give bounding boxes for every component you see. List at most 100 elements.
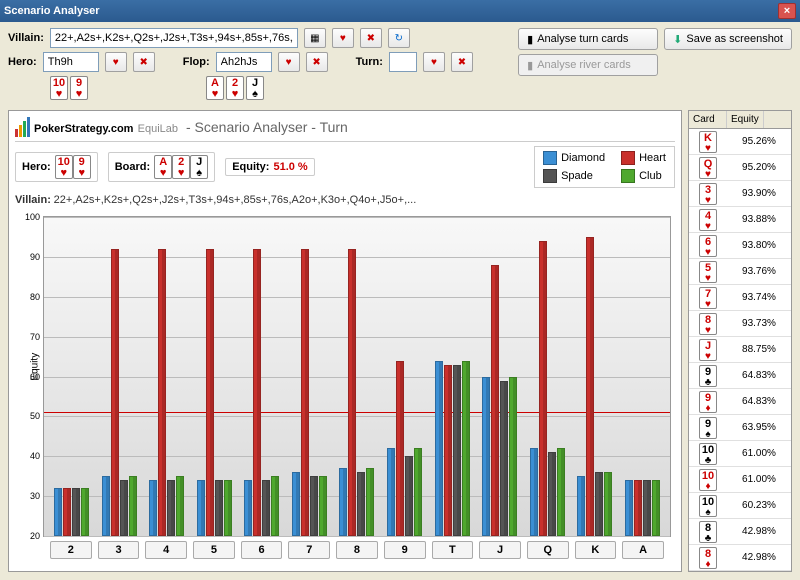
- range-clear-icon[interactable]: ✖: [360, 28, 382, 48]
- table-row[interactable]: 4♥93.88%: [689, 207, 791, 233]
- chart-icon: ▮: [527, 59, 533, 72]
- bar-heart: [396, 361, 404, 536]
- turn-label: Turn:: [356, 56, 383, 68]
- bar-group: [191, 217, 239, 536]
- chart-header: PokerStrategy.com EquiLab - Scenario Ana…: [15, 117, 675, 142]
- bar-spade: [405, 456, 413, 536]
- bar-diamond: [339, 468, 347, 536]
- table-row[interactable]: K♥95.26%: [689, 129, 791, 155]
- equity-value: 93.73%: [727, 318, 791, 329]
- analyse-river-button: ▮Analyse river cards: [518, 54, 658, 76]
- bar-spade: [72, 488, 80, 536]
- table-row[interactable]: 9♣64.83%: [689, 363, 791, 389]
- equity-value: 93.80%: [727, 240, 791, 251]
- flop-input[interactable]: [216, 52, 272, 72]
- hero-clear-icon[interactable]: ✖: [133, 52, 155, 72]
- equity-value: 93.90%: [727, 188, 791, 199]
- col-equity[interactable]: Equity: [727, 111, 764, 128]
- bar-spade: [215, 480, 223, 536]
- card: A♥: [206, 76, 224, 100]
- hero-pick-icon[interactable]: ♥: [105, 52, 127, 72]
- table-row[interactable]: Q♥95.20%: [689, 155, 791, 181]
- table-row[interactable]: 7♥93.74%: [689, 285, 791, 311]
- col-card[interactable]: Card: [689, 111, 727, 128]
- save-screenshot-button[interactable]: ⬇Save as screenshot: [664, 28, 792, 50]
- flop-label: Flop:: [183, 56, 210, 68]
- table-row[interactable]: 10♦61.00%: [689, 467, 791, 493]
- table-row[interactable]: 5♥93.76%: [689, 259, 791, 285]
- info-board-label: Board:: [115, 161, 150, 173]
- turn-clear-icon[interactable]: ✖: [451, 52, 473, 72]
- info-equity-label: Equity:: [232, 161, 269, 173]
- hero-input[interactable]: [43, 52, 99, 72]
- save-icon: ⬇: [673, 33, 682, 46]
- info-bar: Hero:10♥9♥ Board:A♥2♥J♠ Equity: 51.0 % D…: [15, 142, 675, 192]
- equity-value: 60.23%: [727, 500, 791, 511]
- x-label: 3: [98, 541, 140, 559]
- card: J♠: [190, 155, 208, 179]
- bar-spade: [167, 480, 175, 536]
- flop-pick-icon[interactable]: ♥: [278, 52, 300, 72]
- bar-diamond: [244, 480, 252, 536]
- legend-item: Spade: [543, 169, 605, 183]
- bar-heart: [539, 241, 547, 536]
- bar-heart: [586, 237, 594, 536]
- bar-spade: [643, 480, 651, 536]
- turn-input[interactable]: [389, 52, 417, 72]
- equity-value: 63.95%: [727, 422, 791, 433]
- equity-value: 61.00%: [727, 474, 791, 485]
- villain-input[interactable]: [50, 28, 298, 48]
- equity-value: 93.76%: [727, 266, 791, 277]
- x-label: 9: [384, 541, 426, 559]
- equity-value: 64.83%: [727, 370, 791, 381]
- bar-group: [96, 217, 144, 536]
- table-row[interactable]: 10♣61.00%: [689, 441, 791, 467]
- table-row[interactable]: 10♠60.23%: [689, 493, 791, 519]
- bar-heart: [158, 249, 166, 536]
- close-button[interactable]: ×: [778, 3, 796, 19]
- bar-club: [176, 476, 184, 536]
- equity-value: 88.75%: [727, 344, 791, 355]
- table-row[interactable]: 6♥93.80%: [689, 233, 791, 259]
- table-row[interactable]: 8♣42.98%: [689, 519, 791, 545]
- villain-label: Villain:: [8, 32, 44, 44]
- turn-pick-icon[interactable]: ♥: [423, 52, 445, 72]
- x-label: 4: [145, 541, 187, 559]
- card: 9♥: [70, 76, 88, 100]
- range-grid-icon[interactable]: ▦: [304, 28, 326, 48]
- range-refresh-icon[interactable]: ↻: [388, 28, 410, 48]
- logo: PokerStrategy.com EquiLab: [15, 117, 178, 137]
- flop-clear-icon[interactable]: ✖: [306, 52, 328, 72]
- info-hero-label: Hero:: [22, 161, 51, 173]
- card: J♠: [246, 76, 264, 100]
- chart-area: Equity 2030405060708090100 23456789TJQKA: [43, 216, 671, 561]
- table-row[interactable]: 8♦42.98%: [689, 545, 791, 571]
- table-row[interactable]: 3♥93.90%: [689, 181, 791, 207]
- equilab-text: EquiLab: [138, 123, 178, 135]
- x-label: 6: [241, 541, 283, 559]
- range-select-icon[interactable]: ♥: [332, 28, 354, 48]
- table-row[interactable]: 9♠63.95%: [689, 415, 791, 441]
- table-row[interactable]: J♥88.75%: [689, 337, 791, 363]
- equity-value: 42.98%: [727, 526, 791, 537]
- equity-table-body[interactable]: K♥95.26%Q♥95.20%3♥93.90%4♥93.88%6♥93.80%…: [689, 129, 791, 571]
- table-row[interactable]: 9♦64.83%: [689, 389, 791, 415]
- bar-spade: [548, 452, 556, 536]
- table-row[interactable]: 8♥93.73%: [689, 311, 791, 337]
- bar-diamond: [292, 472, 300, 536]
- bar-group: [143, 217, 191, 536]
- titlebar: Scenario Analyser ×: [0, 0, 800, 22]
- x-label: 5: [193, 541, 235, 559]
- bar-spade: [262, 480, 270, 536]
- card: 2♥: [226, 76, 244, 100]
- x-label: Q: [527, 541, 569, 559]
- card: A♥: [154, 155, 172, 179]
- bar-diamond: [149, 480, 157, 536]
- x-label: J: [479, 541, 521, 559]
- info-villain: Villain: 22+,A2s+,K2s+,Q2s+,J2s+,T3s+,94…: [15, 192, 675, 208]
- bar-club: [129, 476, 137, 536]
- bar-spade: [357, 472, 365, 536]
- analyse-turn-button[interactable]: ▮Analyse turn cards: [518, 28, 658, 50]
- bar-spade: [310, 476, 318, 536]
- bar-spade: [120, 480, 128, 536]
